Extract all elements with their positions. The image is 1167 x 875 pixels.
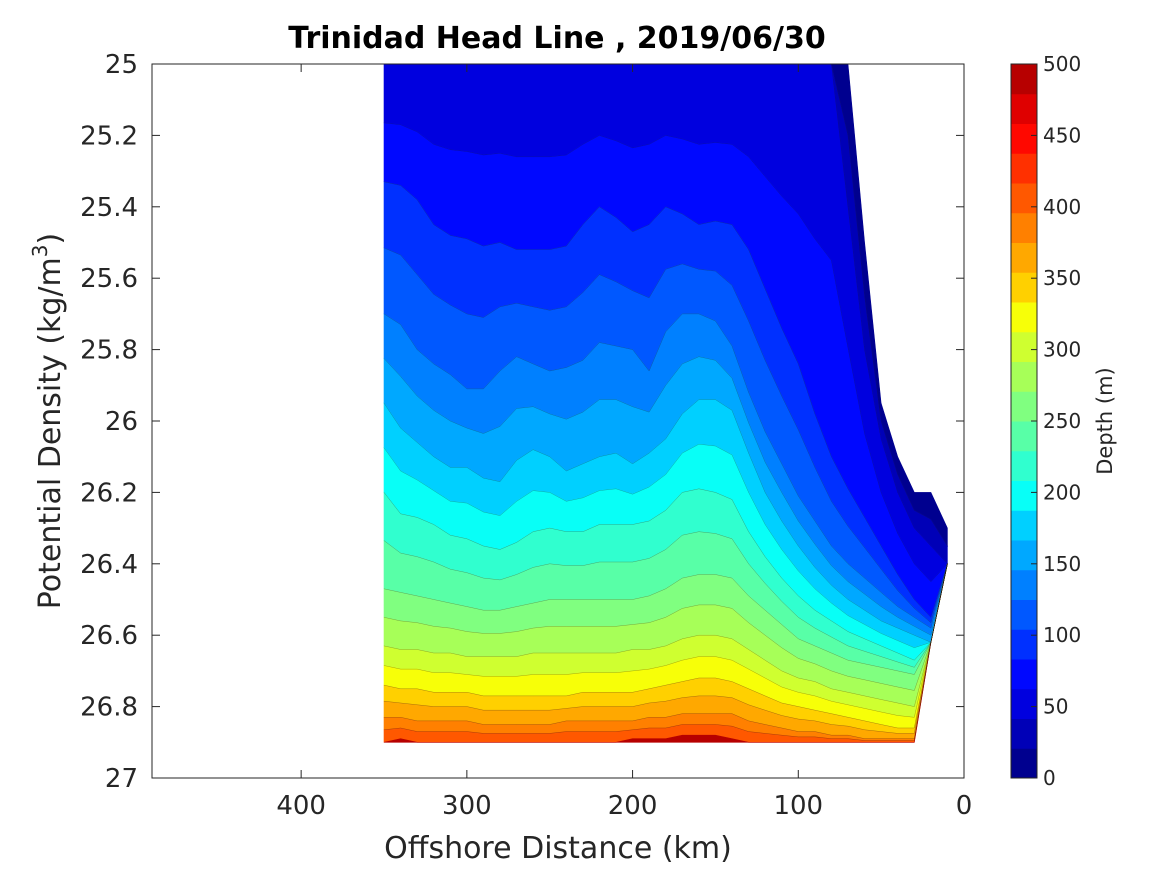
colorbar-segment	[1011, 569, 1037, 600]
colorbar-tick-label: 150	[1043, 552, 1081, 576]
colorbar-tick-label: 200	[1043, 480, 1081, 504]
colorbar-segment	[1011, 510, 1037, 541]
contour-line-350	[383, 563, 948, 707]
y-tick-label: 25	[105, 50, 138, 80]
colorbar-tick-label: 250	[1043, 409, 1081, 433]
contour-line-250	[383, 488, 948, 661]
colorbar-segment	[1011, 480, 1037, 511]
colorbar-tick-label: 0	[1043, 766, 1056, 790]
colorbar-segment	[1011, 153, 1037, 184]
x-tick-label: 0	[956, 791, 973, 821]
colorbar-segment	[1011, 123, 1037, 154]
colorbar: 0 50 100 150 200 250 300 350 400 450 500	[1010, 52, 1081, 790]
colorbar-segment	[1011, 421, 1037, 452]
colorbar-tick-label: 100	[1043, 623, 1081, 647]
contour-line-400	[383, 563, 948, 729]
colorbar-segment	[1011, 302, 1037, 333]
contour-line-175	[383, 356, 948, 636]
contour-line-75	[383, 122, 948, 582]
colorbar-segment	[1011, 540, 1037, 571]
y-tick-label: 25.2	[80, 121, 138, 151]
y-tick-label: 27	[105, 764, 138, 794]
colorbar-segment	[1011, 391, 1037, 422]
colorbar-segment	[1011, 331, 1037, 362]
x-tick-label: 300	[442, 791, 492, 821]
colorbar-segment	[1011, 212, 1037, 243]
x-tick-label: 400	[276, 791, 326, 821]
contour-line-325	[383, 563, 948, 691]
colorbar-tick-label: 450	[1043, 123, 1081, 147]
contour-line-150	[383, 313, 948, 629]
y-tick-label: 26	[105, 407, 138, 437]
plot-area	[383, 63, 948, 743]
y-tick-label: 25.6	[80, 264, 138, 294]
colorbar-segment	[1011, 93, 1037, 124]
colorbar-segment	[1011, 272, 1037, 303]
contour-line-200	[383, 399, 948, 643]
contour-line-450	[384, 563, 948, 739]
x-axis-label: Offshore Distance (km)	[384, 831, 732, 866]
contour-line-125	[383, 247, 948, 624]
x-tick-label: 100	[773, 791, 823, 821]
y-tick-label: 26.8	[80, 693, 138, 723]
contour-line-475	[383, 563, 948, 741]
x-tick-label: 200	[608, 791, 658, 821]
colorbar-tick-label: 300	[1043, 338, 1081, 362]
chart-title: Trinidad Head Line , 2019/06/30	[288, 21, 825, 56]
colorbar-segment	[1011, 688, 1037, 719]
colorbar-segment	[1011, 659, 1037, 690]
colorbar-tick-label: 50	[1043, 695, 1068, 719]
colorbar-segment	[1011, 450, 1037, 481]
x-axis-ticks: 400 300 200 100 0	[276, 64, 972, 821]
y-tick-label: 26.6	[80, 621, 138, 651]
colorbar-segment	[1011, 629, 1037, 660]
colorbar-tick-label: 400	[1043, 195, 1081, 219]
colorbar-label: Depth (m)	[1093, 367, 1117, 474]
y-tick-label: 25.4	[80, 193, 138, 223]
y-axis-ticks: 25 25.2 25.4 25.6 25.8 26 26.2 26.4 26.6 26.8 27	[80, 50, 964, 794]
contour-line-225	[383, 444, 948, 648]
colorbar-segment	[1011, 64, 1037, 95]
colorbar-segment	[1011, 599, 1037, 630]
colorbar-segment	[1011, 242, 1037, 273]
colorbar-tick-label: 500	[1043, 52, 1081, 76]
contour-line-375	[383, 563, 948, 718]
colorbar-tick-label: 350	[1043, 266, 1081, 290]
contour-line-100	[383, 181, 948, 618]
y-tick-label: 25.8	[80, 336, 138, 366]
y-axis-label: Potential Density (kg/m3)	[28, 233, 68, 609]
colorbar-segment	[1011, 718, 1037, 749]
colorbar-segment	[1011, 183, 1037, 214]
y-tick-label: 26.2	[80, 478, 138, 508]
contour-line-275	[383, 531, 948, 668]
contour-line-300	[383, 563, 948, 675]
colorbar-segment	[1011, 361, 1037, 392]
contour-line-425	[383, 563, 948, 734]
colorbar-segment	[1011, 748, 1037, 779]
y-tick-label: 26.4	[80, 550, 138, 580]
